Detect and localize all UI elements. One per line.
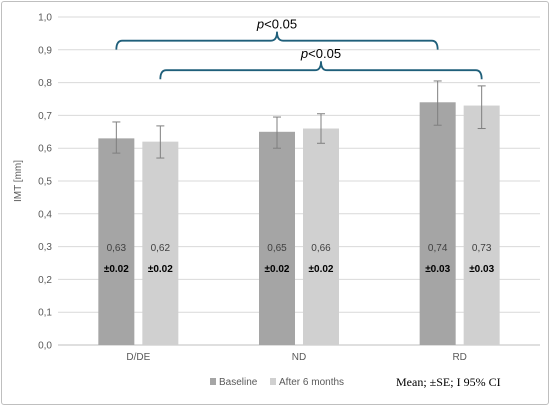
legend-note: Mean; ±SE; Ι 95% CI — [396, 375, 501, 389]
category-labels: D/DE ND RD — [126, 352, 467, 363]
bars — [98, 102, 500, 345]
data-label-se: ±0.02 — [148, 264, 173, 275]
data-label-mean: 0,62 — [151, 243, 171, 254]
data-label-se: ±0.02 — [309, 264, 334, 275]
y-tick-label: 0,1 — [38, 308, 52, 319]
y-tick-label: 0,3 — [38, 242, 52, 253]
y-tick-label: 0,4 — [38, 209, 52, 220]
legend-label: Baseline — [219, 377, 258, 388]
y-tick-label: 0,8 — [38, 78, 52, 89]
category-label: ND — [292, 352, 306, 363]
y-tick-labels: 0,0 0,1 0,2 0,3 0,4 0,5 0,6 0,7 0,8 0,9 1,0 — [38, 13, 52, 352]
bar — [303, 128, 339, 345]
category-label: D/DE — [126, 352, 150, 363]
significance-bracket — [115, 31, 439, 50]
data-label-se: ±0.02 — [265, 264, 290, 275]
bar — [142, 141, 179, 345]
data-label-se: ±0.03 — [469, 264, 494, 275]
gridlines — [58, 16, 540, 346]
y-tick-label: 0,2 — [38, 275, 52, 286]
significance-label: p<0.05 — [300, 46, 341, 61]
data-label-mean: 0,74 — [428, 243, 448, 254]
category-label: RD — [452, 352, 466, 363]
data-label-se: ±0.02 — [104, 264, 129, 275]
error-bars — [112, 80, 486, 159]
bar — [98, 138, 135, 345]
y-tick-label: 1,0 — [38, 13, 52, 24]
significance-bracket — [159, 61, 483, 80]
data-label-mean: 0,63 — [107, 243, 127, 254]
bar — [419, 102, 456, 345]
legend-swatch — [210, 378, 216, 385]
bar — [463, 105, 500, 345]
significance-brackets: p<0.05p<0.05 — [115, 17, 483, 80]
significance-label: p<0.05 — [256, 17, 297, 32]
data-labels: 0,63 ±0.02 0,62 ±0.02 0,65 ±0.02 0,66 ±0.02 0,74… — [104, 243, 495, 275]
y-axis-label: IMT [mm] — [13, 160, 24, 202]
legend-swatch — [270, 378, 276, 385]
data-label-mean: 0,73 — [472, 243, 492, 254]
legend-label: After 6 months — [279, 377, 344, 388]
data-label-se: ±0.03 — [425, 264, 450, 275]
y-tick-label: 0,9 — [38, 45, 52, 56]
y-tick-label: 0,7 — [38, 111, 52, 122]
legend: Baseline After 6 months — [210, 377, 344, 388]
bar — [259, 131, 295, 345]
data-label-mean: 0,65 — [267, 243, 287, 254]
y-tick-label: 0,6 — [38, 144, 52, 155]
y-tick-label: 0,5 — [38, 177, 52, 188]
data-label-mean: 0,66 — [311, 243, 331, 254]
y-tick-label: 0,0 — [38, 341, 52, 352]
